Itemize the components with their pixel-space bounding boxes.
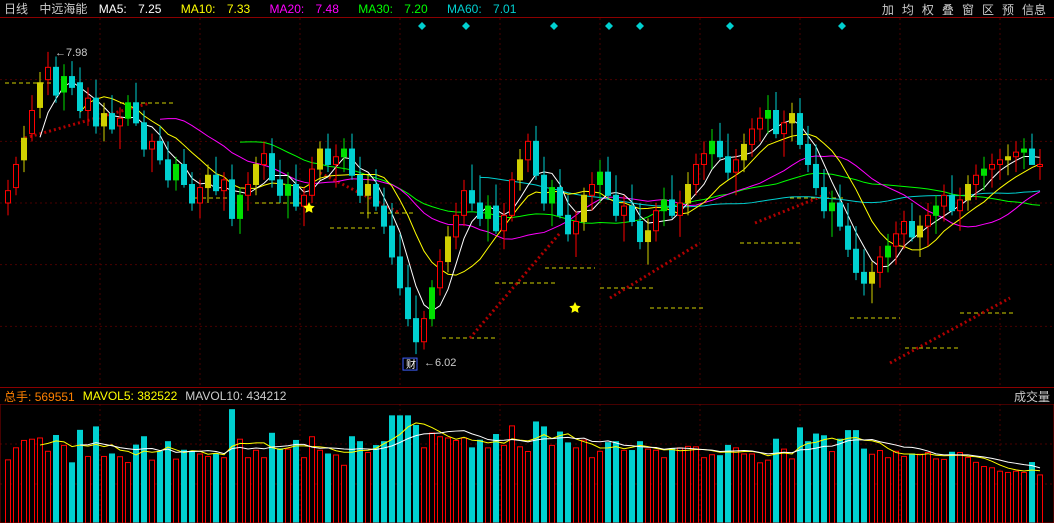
volume-header: 总手: 569551 MAVOL5: 382522 MAVOL10: 43421… bbox=[0, 388, 1054, 404]
btn-xinxi[interactable]: 信息 bbox=[1018, 1, 1050, 18]
period-label: 日线 bbox=[4, 2, 28, 16]
price-chart[interactable]: ←7.98 ←6.02 财 bbox=[0, 18, 1054, 388]
svg-text:←7.98: ←7.98 bbox=[55, 47, 87, 59]
btn-quan[interactable]: 权 bbox=[918, 1, 938, 18]
mavol10: MAVOL10: 434212 bbox=[185, 389, 286, 403]
volume-chart[interactable] bbox=[0, 404, 1054, 523]
header-buttons: 加 均 权 叠 窗 区 预 信息 bbox=[878, 0, 1050, 18]
btn-qu[interactable]: 区 bbox=[978, 1, 998, 18]
btn-die[interactable]: 叠 bbox=[938, 1, 958, 18]
total-hands: 总手: 569551 bbox=[4, 388, 75, 405]
ma20-indicator: MA20: 7.48 bbox=[270, 2, 347, 16]
btn-jun[interactable]: 均 bbox=[898, 1, 918, 18]
ma5-indicator: MA5: 7.25 bbox=[99, 2, 170, 16]
btn-yu[interactable]: 预 bbox=[998, 1, 1018, 18]
btn-chuang[interactable]: 窗 bbox=[958, 1, 978, 18]
mavol5: MAVOL5: 382522 bbox=[83, 389, 178, 403]
btn-jia[interactable]: 加 bbox=[878, 1, 898, 18]
ma60-indicator: MA60: 7.01 bbox=[447, 2, 524, 16]
ma10-indicator: MA10: 7.33 bbox=[181, 2, 258, 16]
svg-text:财: 财 bbox=[406, 358, 416, 371]
svg-text:←6.02: ←6.02 bbox=[424, 357, 456, 369]
stock-name: 中远海能 bbox=[39, 2, 87, 16]
volume-right-label: 成交量 bbox=[1014, 388, 1050, 405]
ma30-indicator: MA30: 7.20 bbox=[358, 2, 435, 16]
chart-header: 日线 中远海能 MA5: 7.25 MA10: 7.33 MA20: 7.48 … bbox=[0, 0, 1054, 18]
